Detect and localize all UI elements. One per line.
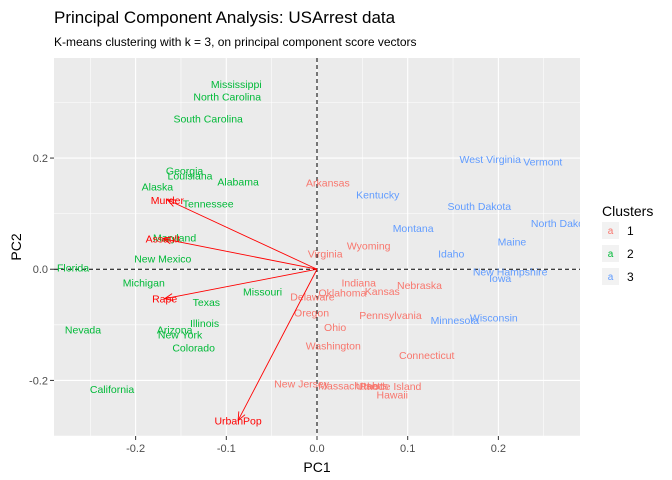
loading-arrow-head (166, 199, 177, 207)
loading-arrow-shaft (237, 269, 318, 421)
legend-label: 2 (627, 247, 634, 261)
state-label: Alabama (217, 176, 259, 188)
state-label: Utah (356, 380, 378, 392)
loading-arrow-shaft (167, 199, 318, 270)
x-tick-label: 0.0 (309, 443, 324, 455)
state-label: Wisconsin (470, 313, 518, 325)
y-axis-title: PC2 (8, 233, 24, 260)
state-label: Iowa (489, 273, 511, 285)
state-label: Indiana (341, 278, 376, 290)
state-label: North Dakota (531, 218, 593, 230)
state-label: Hawaii (377, 389, 409, 401)
state-label: Kansas (365, 286, 400, 298)
state-label: Oklahoma (318, 288, 366, 300)
state-label: Montana (393, 223, 434, 235)
state-label: Rhode Island (360, 381, 422, 393)
state-label: Illinois (190, 318, 219, 330)
state-label: West Virginia (459, 154, 521, 166)
loading-arrow-head (163, 293, 174, 302)
state-label: Delaware (290, 291, 335, 303)
state-label: Mississippi (211, 79, 262, 91)
x-axis: -0.2 -0.1 0.0 0.1 0.2 (126, 436, 506, 455)
x-tick-label: -0.2 (126, 443, 145, 455)
state-label: Texas (193, 297, 220, 309)
loading-label: UrbanPop (214, 415, 261, 427)
loading-vectors: Murder Assault Rape UrbanPop (146, 195, 318, 427)
state-label: Maine (498, 236, 527, 248)
state-label: Louisiana (168, 170, 213, 182)
state-label: Georgia (166, 165, 204, 177)
legend-key-glyph: a (608, 226, 614, 237)
state-label: Wyoming (347, 240, 391, 252)
loading-arrow-head (237, 411, 246, 422)
loading-label: Murder (151, 195, 185, 207)
state-label: Kentucky (356, 190, 400, 202)
legend: Clusters a 1 a 2 a 3 (602, 203, 653, 285)
legend-key (602, 245, 619, 262)
legend-title: Clusters (602, 203, 653, 219)
state-label: Washington (306, 340, 361, 352)
y-tick-label: -0.2 (29, 375, 48, 387)
state-label: Ohio (324, 322, 346, 334)
state-label: New Jersey (274, 379, 330, 391)
state-label: Minnesota (431, 315, 480, 327)
y-tick-label: 0.0 (33, 264, 48, 276)
chart-subtitle: K-means clustering with k = 3, on princi… (54, 35, 417, 49)
state-label: Maryland (153, 233, 196, 245)
legend-key-glyph: a (608, 249, 614, 260)
state-label: Florida (57, 263, 89, 275)
legend-label: 3 (627, 270, 634, 284)
x-tick-label: -0.1 (217, 443, 236, 455)
state-label: Michigan (123, 278, 165, 290)
legend-key (602, 222, 619, 239)
loading-arrow-shaft (162, 238, 318, 270)
x-tick-label: 0.1 (400, 443, 415, 455)
state-label: Tennessee (183, 199, 234, 211)
state-label: North Carolina (193, 91, 261, 103)
state-label: New Mexico (134, 254, 191, 266)
chart-title: Principal Component Analysis: USArrest d… (54, 8, 396, 27)
state-label: Vermont (523, 156, 562, 168)
state-label: South Dakota (448, 201, 512, 213)
legend-key (602, 268, 619, 285)
state-label: Arkansas (306, 178, 350, 190)
state-label: New York (158, 329, 203, 341)
x-axis-title: PC1 (303, 459, 330, 475)
state-label: New Hampshire (473, 266, 548, 278)
state-label: Pennsylvania (359, 310, 422, 322)
y-axis: -0.2 0.0 0.2 (29, 153, 54, 387)
state-label: Colorado (172, 343, 215, 355)
state-label: Alaska (142, 181, 174, 193)
state-label: Missouri (243, 286, 282, 298)
state-label: South Carolina (173, 114, 243, 126)
state-label: California (90, 384, 135, 396)
state-label: Nevada (65, 324, 101, 336)
legend-label: 1 (627, 224, 634, 238)
y-tick-label: 0.2 (33, 153, 48, 165)
legend-key-glyph: a (608, 272, 614, 283)
state-label: Arizona (157, 324, 193, 336)
state-label: Connecticut (399, 350, 455, 362)
state-label: Oregon (294, 308, 329, 320)
loading-label: Rape (152, 294, 177, 306)
state-label: Idaho (438, 249, 464, 261)
loading-label: Assault (146, 234, 181, 246)
state-label: Virginia (308, 249, 343, 261)
state-label: Massachusetts (318, 380, 388, 392)
state-label: Nebraska (397, 280, 442, 292)
loading-arrow-head (161, 236, 172, 245)
x-tick-label: 0.2 (491, 443, 506, 455)
loading-arrow-shaft (164, 268, 318, 300)
